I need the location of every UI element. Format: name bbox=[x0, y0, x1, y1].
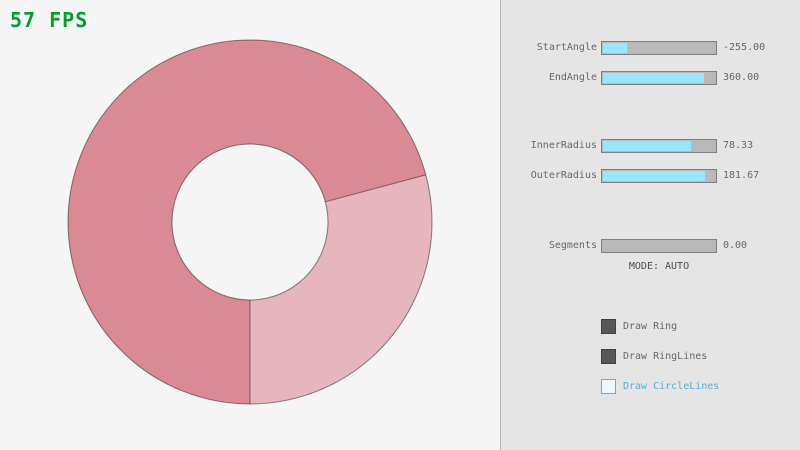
start-angle-slider-fill bbox=[603, 43, 628, 53]
segments-row: Segments 0.00 bbox=[501, 239, 800, 253]
end-angle-row: EndAngle 360.00 bbox=[501, 71, 800, 85]
draw-ring-checkbox[interactable] bbox=[601, 319, 616, 334]
inner-radius-row: InnerRadius 78.33 bbox=[501, 139, 800, 153]
control-panel: StartAngle -255.00 EndAngle 360.00 Inner… bbox=[500, 0, 800, 450]
end-angle-slider[interactable] bbox=[601, 71, 717, 85]
outer-radius-value: 181.67 bbox=[723, 170, 760, 181]
outer-radius-slider-fill bbox=[603, 171, 705, 181]
start-angle-slider[interactable] bbox=[601, 41, 717, 55]
outer-radius-slider[interactable] bbox=[601, 169, 717, 183]
end-angle-slider-fill bbox=[603, 73, 704, 83]
ring-canvas bbox=[67, 39, 433, 405]
inner-radius-label: InnerRadius bbox=[530, 140, 597, 151]
outer-radius-label: OuterRadius bbox=[530, 170, 597, 181]
segments-value: 0.00 bbox=[723, 240, 748, 251]
start-angle-row: StartAngle -255.00 bbox=[501, 41, 800, 55]
draw-ring-row: Draw Ring bbox=[501, 319, 800, 334]
ring-inner-line bbox=[171, 143, 329, 301]
start-angle-value: -255.00 bbox=[723, 42, 766, 53]
draw-circlelines-row: Draw CircleLines bbox=[501, 379, 800, 394]
start-angle-label: StartAngle bbox=[536, 42, 597, 53]
draw-ringlines-label: Draw RingLines bbox=[623, 351, 708, 362]
segments-mode-text: MODE: AUTO bbox=[628, 261, 690, 272]
inner-radius-slider-fill bbox=[603, 141, 691, 151]
ring-sector-single bbox=[250, 174, 433, 404]
draw-circlelines-checkbox[interactable] bbox=[601, 379, 616, 394]
inner-radius-value: 78.33 bbox=[723, 140, 754, 151]
outer-radius-row: OuterRadius 181.67 bbox=[501, 169, 800, 183]
ring-sector-overlap bbox=[68, 40, 426, 405]
end-angle-label: EndAngle bbox=[548, 72, 597, 83]
segments-slider[interactable] bbox=[601, 239, 717, 253]
ring-outer-line bbox=[67, 39, 433, 405]
inner-radius-slider[interactable] bbox=[601, 139, 717, 153]
end-angle-value: 360.00 bbox=[723, 72, 760, 83]
draw-ring-label: Draw Ring bbox=[623, 321, 678, 332]
segments-label: Segments bbox=[548, 240, 597, 251]
draw-ringlines-row: Draw RingLines bbox=[501, 349, 800, 364]
ring-radial-line-right bbox=[325, 174, 426, 203]
draw-circlelines-label: Draw CircleLines bbox=[623, 381, 720, 392]
fps-counter: 57 FPS bbox=[10, 8, 89, 32]
draw-ringlines-checkbox[interactable] bbox=[601, 349, 616, 364]
